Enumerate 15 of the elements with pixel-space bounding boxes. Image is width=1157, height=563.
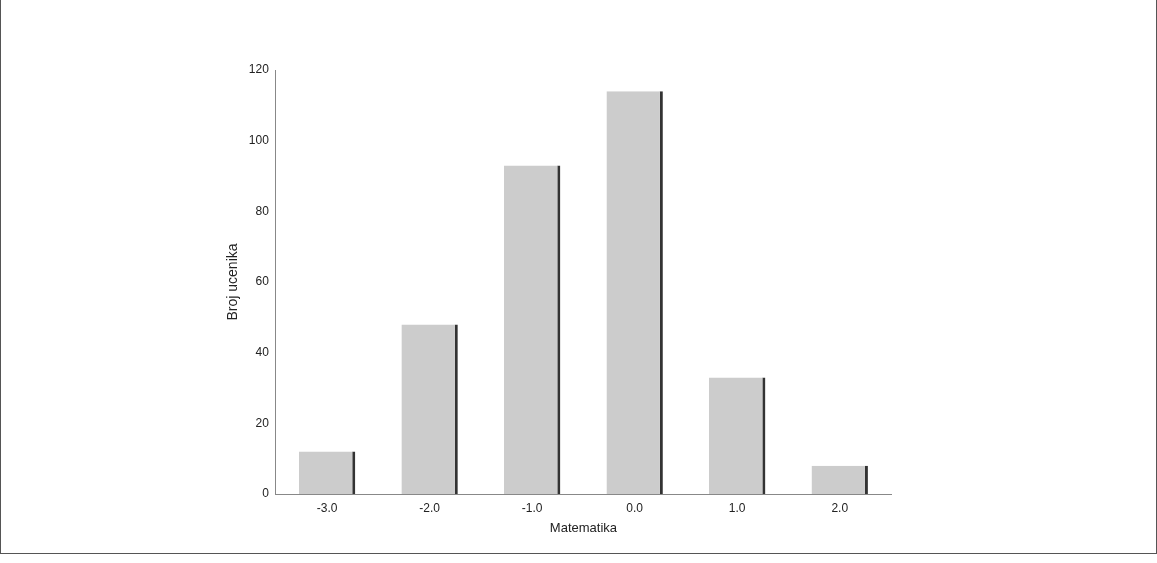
y-axis-title: Broj ucenika <box>224 243 241 321</box>
y-tick-label: 60 <box>255 274 270 289</box>
y-tick-label: 80 <box>255 203 270 218</box>
x-axis-title: Matematika <box>549 519 618 535</box>
x-tick-label: -2.0 <box>419 500 441 515</box>
y-tick-label: 20 <box>255 415 270 430</box>
x-tick-label: 2.0 <box>831 500 849 515</box>
y-tick-label: 0 <box>262 486 270 501</box>
y-tick-label: 40 <box>255 344 270 359</box>
x-tick-label: -1.0 <box>521 500 543 515</box>
x-tick-label: 0.0 <box>626 500 644 515</box>
x-tick-label: 1.0 <box>728 500 746 515</box>
x-tick-label: -3.0 <box>316 500 338 515</box>
y-tick-label: 120 <box>248 62 270 77</box>
y-tick-label: 100 <box>248 132 270 147</box>
